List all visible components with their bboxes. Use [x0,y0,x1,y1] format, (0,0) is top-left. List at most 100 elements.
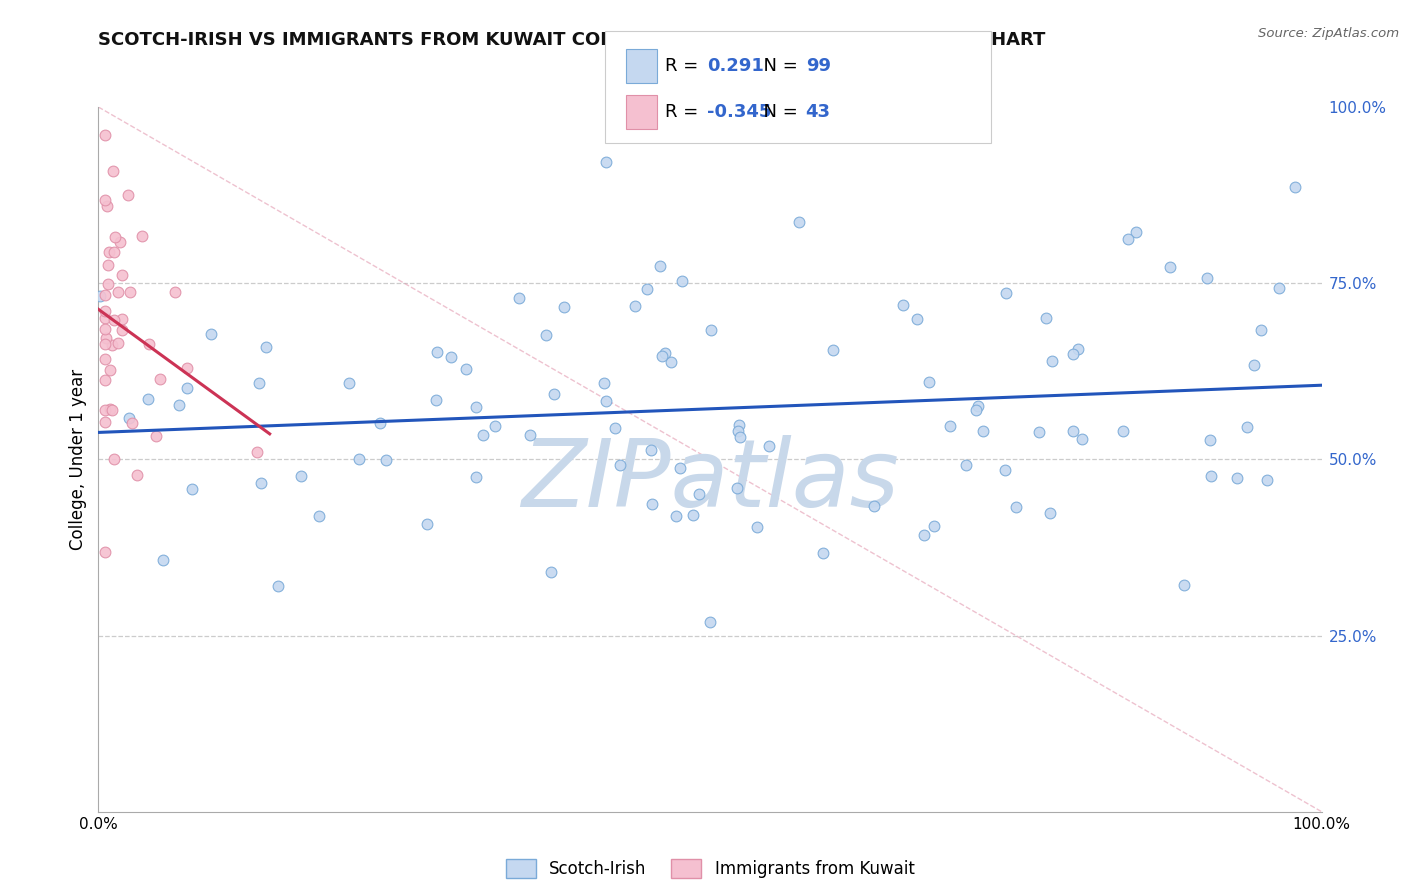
Point [700,323,723,337]
Point [727,424,749,438]
Point [93,287,115,301]
Point [131,228,153,243]
Point [101,338,124,352]
Point [534,328,557,343]
Point [152,552,174,566]
Point [440,350,463,364]
Point [375,453,398,467]
Point [922,519,945,533]
Point [426,345,449,359]
Point [939,419,962,434]
Text: N =: N = [752,57,804,75]
Point [1159,260,1181,274]
Point [118,285,141,299]
Point [93,128,115,143]
Point [111,268,134,283]
Point [905,312,928,326]
Point [93,311,115,326]
Point [368,416,391,430]
Point [97,258,120,272]
Point [659,355,682,369]
Point [671,274,693,288]
Point [640,442,662,457]
Point [163,285,186,300]
Point [93,352,115,367]
Point [508,291,530,305]
Point [101,164,124,178]
Point [103,244,125,259]
Point [246,444,269,458]
Point [955,458,977,473]
Point [94,545,117,559]
Point [349,452,371,467]
Point [688,486,710,500]
Point [609,458,631,473]
Point [337,376,360,391]
Point [267,578,290,592]
Point [1112,424,1135,438]
Point [176,380,198,394]
Point [180,482,202,496]
Point [813,546,835,560]
Point [104,229,127,244]
Point [641,498,664,512]
Point [623,299,645,313]
Point [1226,471,1249,485]
Point [994,285,1017,300]
Point [98,244,121,259]
Point [727,418,749,433]
Point [725,481,748,495]
Point [595,394,617,409]
Point [1243,358,1265,372]
Point [1197,270,1219,285]
Point [93,403,115,417]
Point [636,282,658,296]
Point [1039,507,1062,521]
Point [93,373,115,387]
Point [103,451,125,466]
Legend: Scotch-Irish, Immigrants from Kuwait: Scotch-Irish, Immigrants from Kuwait [499,852,921,885]
Point [93,304,115,318]
Point [699,615,721,630]
Text: 0.291: 0.291 [707,57,763,75]
Point [471,428,494,442]
Text: R =: R = [665,57,704,75]
Point [454,361,477,376]
Text: N =: N = [752,103,804,121]
Point [1035,310,1057,325]
Point [465,400,488,414]
Point [94,330,117,344]
Point [1125,225,1147,239]
Point [247,376,270,391]
Point [540,566,562,580]
Text: SCOTCH-IRISH VS IMMIGRANTS FROM KUWAIT COLLEGE, UNDER 1 YEAR CORRELATION CHART: SCOTCH-IRISH VS IMMIGRANTS FROM KUWAIT C… [98,31,1046,49]
Point [145,429,167,443]
Point [93,193,115,207]
Point [117,188,139,202]
Point [787,215,810,229]
Point [758,439,780,453]
Point [1070,432,1092,446]
Point [149,372,172,386]
Point [93,337,115,351]
Point [127,468,149,483]
Point [1250,323,1272,337]
Point [290,469,312,483]
Point [1028,425,1050,439]
Point [98,401,121,416]
Point [425,392,447,407]
Point [972,424,994,438]
Point [308,508,330,523]
Point [107,335,129,350]
Point [101,402,124,417]
Text: 43: 43 [806,103,831,121]
Text: Source: ZipAtlas.com: Source: ZipAtlas.com [1258,27,1399,40]
Point [103,313,125,327]
Point [118,411,141,425]
Point [1062,425,1084,439]
Point [1116,232,1139,246]
Point [965,403,987,417]
Text: R =: R = [665,103,704,121]
Point [1173,577,1195,591]
Text: -0.345: -0.345 [707,103,772,121]
